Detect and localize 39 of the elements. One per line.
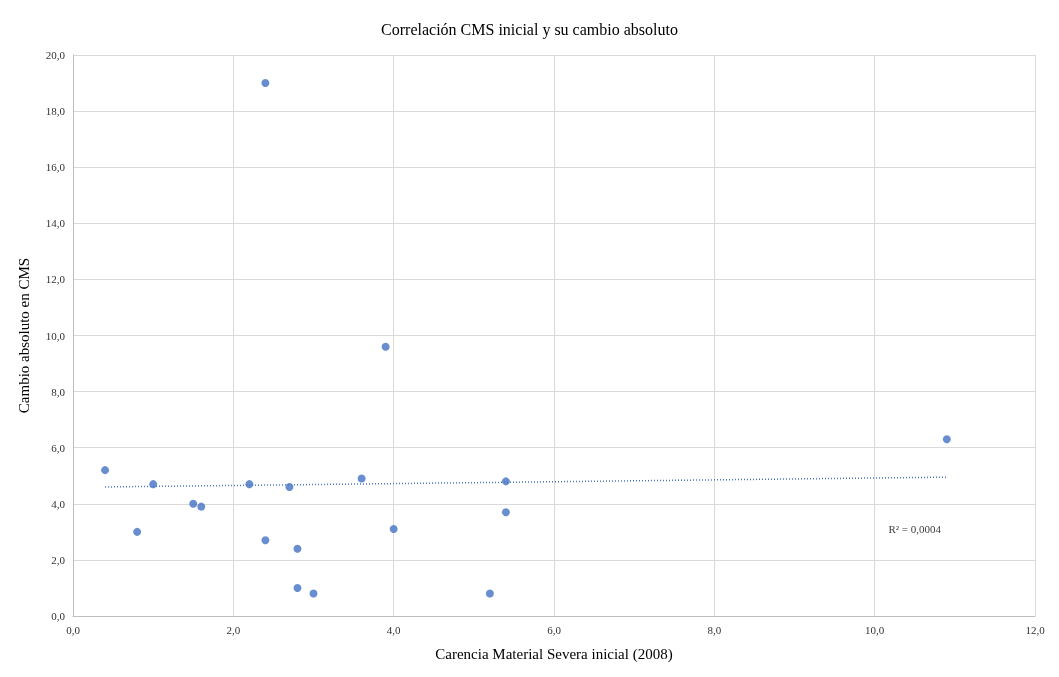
x-tick-label: 0,0	[66, 623, 81, 636]
chart-title: Correlación CMS inicial y su cambio absoluto	[381, 20, 678, 39]
y-axis-title: Cambio absoluto en CMS	[15, 257, 32, 414]
y-tick-label: 6,0	[51, 441, 66, 454]
y-tick-label: 12,0	[45, 273, 66, 286]
x-tick-label: 4,0	[386, 623, 402, 636]
point	[197, 502, 206, 511]
x-tick-label: 12,0	[1025, 623, 1046, 636]
x-tick-label: 2,0	[226, 623, 241, 636]
y-tick-label: 4,0	[51, 497, 66, 510]
point	[357, 474, 366, 483]
y-tick-label: 0,0	[51, 610, 66, 622]
point	[501, 508, 510, 517]
y-tick-label: 14,0	[45, 217, 66, 230]
x-tick-label: 10,0	[865, 623, 885, 636]
x-tick-label: 6,0	[547, 623, 562, 636]
y-tick-label: 16,0	[45, 161, 66, 174]
point	[133, 527, 142, 536]
point	[389, 525, 398, 534]
x-tick-label: 8,0	[707, 623, 722, 636]
point	[189, 499, 198, 508]
y-tick-label: 20,0	[45, 49, 66, 61]
point	[261, 79, 270, 88]
point	[293, 583, 302, 592]
y-tick-label: 10,0	[45, 329, 66, 342]
point	[942, 435, 951, 444]
point	[309, 589, 318, 598]
annotation: R² = 0,0004	[888, 522, 942, 535]
point	[501, 477, 510, 486]
y-tick-label: 8,0	[51, 385, 66, 398]
point	[261, 536, 270, 545]
y-tick-label: 18,0	[45, 105, 66, 118]
y-tick-label: 2,0	[51, 553, 66, 566]
point	[485, 589, 494, 598]
point	[381, 342, 390, 351]
x-axis-title: Carencia Material Severa inicial (2008)	[435, 645, 673, 663]
point	[149, 480, 158, 489]
point	[101, 466, 110, 475]
point	[293, 544, 302, 553]
